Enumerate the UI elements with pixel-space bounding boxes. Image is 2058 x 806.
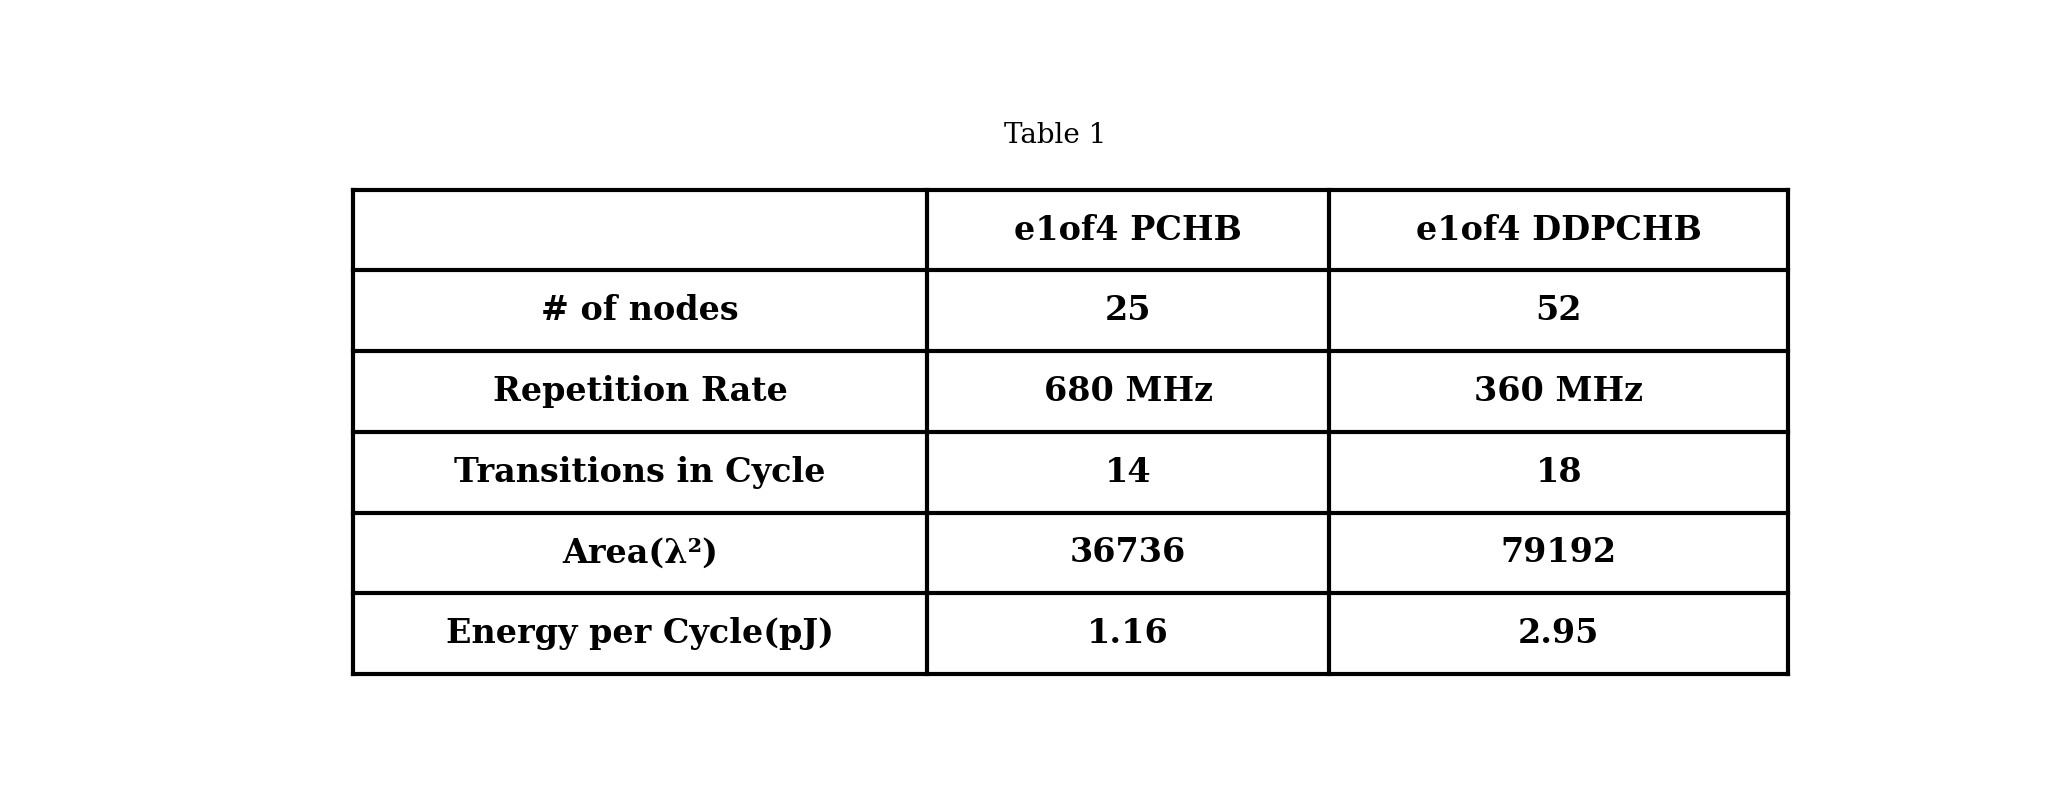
Text: Repetition Rate: Repetition Rate [492, 375, 788, 408]
Text: 14: 14 [1105, 455, 1150, 488]
Text: 25: 25 [1105, 294, 1150, 327]
Text: Area(λ²): Area(λ²) [562, 536, 718, 569]
Text: 18: 18 [1535, 455, 1583, 488]
Text: Transitions in Cycle: Transitions in Cycle [455, 455, 825, 488]
Text: 36736: 36736 [1070, 536, 1185, 569]
Text: e1of4 PCHB: e1of4 PCHB [1015, 214, 1243, 247]
Text: 360 MHz: 360 MHz [1474, 375, 1642, 408]
Text: 1.16: 1.16 [1087, 617, 1169, 650]
Text: 52: 52 [1535, 294, 1583, 327]
Text: # of nodes: # of nodes [541, 294, 739, 327]
Text: 680 MHz: 680 MHz [1043, 375, 1212, 408]
Text: Table 1: Table 1 [1004, 122, 1105, 148]
Text: 2.95: 2.95 [1519, 617, 1599, 650]
Text: Energy per Cycle(pJ): Energy per Cycle(pJ) [447, 617, 833, 650]
Text: 79192: 79192 [1500, 536, 1618, 569]
Text: e1of4 DDPCHB: e1of4 DDPCHB [1416, 214, 1702, 247]
